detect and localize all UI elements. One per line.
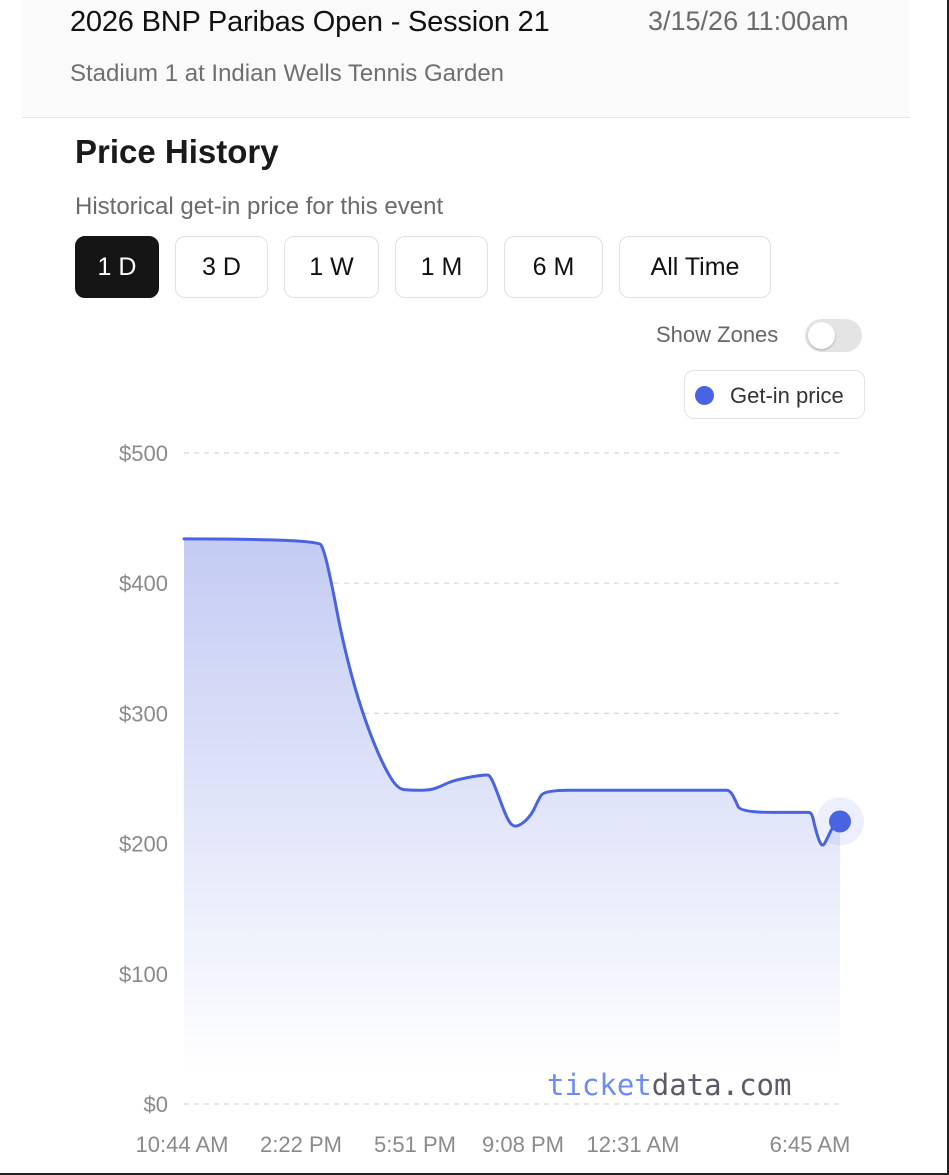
y-tick-label: $300 (119, 701, 168, 726)
x-tick-label: 9:08 PM (482, 1132, 564, 1157)
range-button-3d[interactable]: 3 D (175, 236, 268, 298)
y-axis: $500 $400 $300 $200 $100 $0 (119, 441, 168, 1117)
watermark: ticketdata.com (547, 1068, 791, 1102)
y-tick-label: $0 (144, 1092, 168, 1117)
y-tick-label: $200 (119, 832, 168, 857)
price-area (184, 538, 840, 1074)
show-zones-toggle[interactable] (805, 319, 862, 352)
y-tick-label: $500 (119, 441, 168, 466)
show-zones-label: Show Zones (656, 322, 779, 347)
event-header: 2026 BNP Paribas Open - Session 21 3/15/… (22, 0, 910, 118)
x-tick-label: 6:45 AM (770, 1132, 851, 1157)
event-title: 2026 BNP Paribas Open - Session 21 (70, 6, 550, 38)
watermark-part-ticket: ticket (547, 1068, 652, 1102)
x-tick-label: 2:22 PM (260, 1132, 342, 1157)
toggle-knob (808, 322, 835, 349)
chart-legend[interactable]: Get-in price (684, 370, 865, 419)
y-tick-label: $100 (119, 962, 168, 987)
price-history-title: Price History (75, 133, 279, 170)
legend-dot-icon (695, 386, 714, 405)
x-tick-label: 10:44 AM (136, 1132, 229, 1157)
x-tick-label: 12:31 AM (587, 1132, 680, 1157)
watermark-part-data: data.com (652, 1068, 792, 1102)
price-history-subtitle: Historical get-in price for this event (75, 193, 444, 220)
range-button-1m[interactable]: 1 M (395, 236, 488, 298)
event-datetime: 3/15/26 11:00am (648, 6, 849, 36)
range-button-1w[interactable]: 1 W (284, 236, 379, 298)
range-button-all-time[interactable]: All Time (619, 236, 771, 298)
range-button-6m[interactable]: 6 M (504, 236, 603, 298)
price-line (182, 537, 842, 847)
legend-label: Get-in price (730, 383, 844, 408)
x-axis: 10:44 AM 2:22 PM 5:51 PM 9:08 PM 12:31 AM 6:4… (136, 1132, 851, 1157)
y-tick-label: $400 (119, 571, 168, 596)
range-button-1d[interactable]: 1 D (75, 236, 159, 298)
current-price-dot[interactable] (829, 810, 851, 833)
event-venue: Stadium 1 at Indian Wells Tennis Garden (70, 60, 505, 87)
x-tick-label: 5:51 PM (374, 1132, 456, 1157)
